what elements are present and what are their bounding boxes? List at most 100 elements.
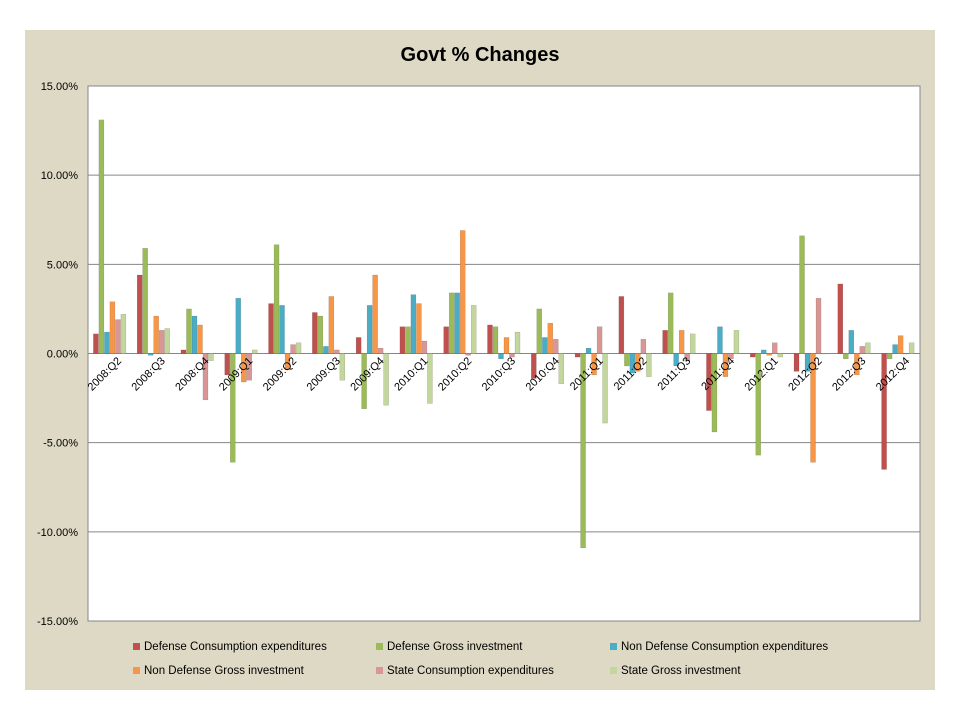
legend-label: Defense Consumption expenditures — [144, 641, 327, 653]
bar — [799, 235, 805, 354]
bar — [487, 324, 493, 354]
bar — [585, 347, 592, 354]
bar — [722, 353, 729, 377]
bar — [454, 292, 460, 354]
y-tick-label: 15.00% — [41, 81, 79, 93]
legend-label: State Gross investment — [621, 665, 741, 677]
bar — [892, 344, 898, 354]
y-tick-label: -15.00% — [37, 616, 78, 628]
bar — [908, 342, 915, 354]
bar — [673, 353, 679, 367]
y-tick-label: 0.00% — [47, 349, 78, 361]
legend-item: Non Defense Gross investment — [133, 665, 304, 677]
bar — [580, 353, 586, 549]
legend-label: State Consumption expenditures — [387, 665, 554, 677]
bar — [241, 353, 247, 383]
bar — [235, 298, 241, 354]
bar — [355, 337, 362, 354]
bar — [246, 353, 252, 381]
legend-item: Non Defense Consumption expenditures — [610, 641, 828, 653]
legend-swatch — [376, 643, 383, 651]
bar — [777, 353, 783, 358]
legend-item: Defense Gross investment — [376, 641, 523, 653]
bar — [279, 305, 285, 354]
bar — [180, 349, 187, 354]
bar — [772, 342, 778, 354]
bar — [766, 353, 772, 356]
bar — [142, 248, 148, 354]
bar — [202, 353, 209, 401]
bar — [191, 315, 198, 354]
bar — [366, 305, 373, 354]
bar — [208, 353, 214, 361]
bar — [492, 326, 499, 354]
bar — [147, 353, 154, 356]
bar — [252, 349, 258, 354]
bar — [268, 303, 274, 354]
bar — [421, 340, 428, 354]
bar — [93, 333, 99, 354]
legend-swatch — [610, 667, 617, 675]
bar — [509, 353, 515, 358]
bar — [750, 353, 756, 358]
bar — [624, 353, 630, 367]
bar — [449, 292, 455, 354]
bar — [323, 346, 329, 354]
bar — [640, 339, 647, 354]
bar — [416, 303, 422, 354]
bar — [410, 294, 417, 354]
bar — [290, 344, 296, 354]
bar — [558, 353, 564, 385]
bar — [471, 305, 477, 354]
legend-swatch — [610, 643, 617, 651]
bar — [158, 330, 165, 354]
bar — [443, 326, 449, 354]
bar — [886, 353, 893, 360]
bar — [503, 337, 510, 354]
bar — [865, 342, 871, 354]
bar — [646, 353, 652, 377]
bar — [859, 346, 866, 354]
bar — [542, 337, 548, 354]
bar — [733, 330, 740, 354]
bar — [711, 353, 718, 433]
bar — [684, 353, 690, 361]
y-tick-label: 5.00% — [47, 259, 78, 271]
bar — [334, 349, 340, 354]
bar — [804, 353, 811, 372]
legend-item: State Gross investment — [610, 665, 741, 677]
y-tick-label: -5.00% — [43, 438, 78, 450]
bar — [531, 353, 537, 379]
bar — [284, 353, 291, 370]
bar — [837, 283, 844, 354]
legend-label: Non Defense Gross investment — [144, 665, 304, 677]
legend-item: Defense Consumption expenditures — [133, 641, 327, 653]
bar — [136, 274, 143, 354]
bar — [574, 353, 581, 358]
bar — [339, 353, 346, 381]
bar — [678, 330, 685, 354]
bar — [536, 308, 542, 354]
bar — [810, 353, 816, 463]
bar — [848, 330, 855, 354]
bar — [153, 315, 159, 354]
bar — [328, 296, 335, 354]
y-tick-label: -10.00% — [37, 527, 78, 539]
bar — [706, 353, 712, 411]
bar — [498, 353, 504, 360]
bar — [761, 349, 767, 354]
bar — [104, 331, 110, 354]
bar — [405, 326, 411, 354]
bar — [618, 296, 625, 354]
bar — [717, 326, 723, 354]
legend-label: Non Defense Consumption expenditures — [621, 641, 829, 653]
bar — [843, 353, 849, 360]
bar — [317, 315, 324, 354]
chart-title: Govt % Changes — [400, 44, 560, 66]
legend-swatch — [133, 643, 140, 651]
bar — [903, 353, 909, 355]
bar — [881, 353, 887, 470]
bar — [635, 353, 641, 372]
y-axis: -15.00% -10.00% -5.00% 0.00% 5.00% 10.00% 15.0… — [37, 81, 78, 628]
